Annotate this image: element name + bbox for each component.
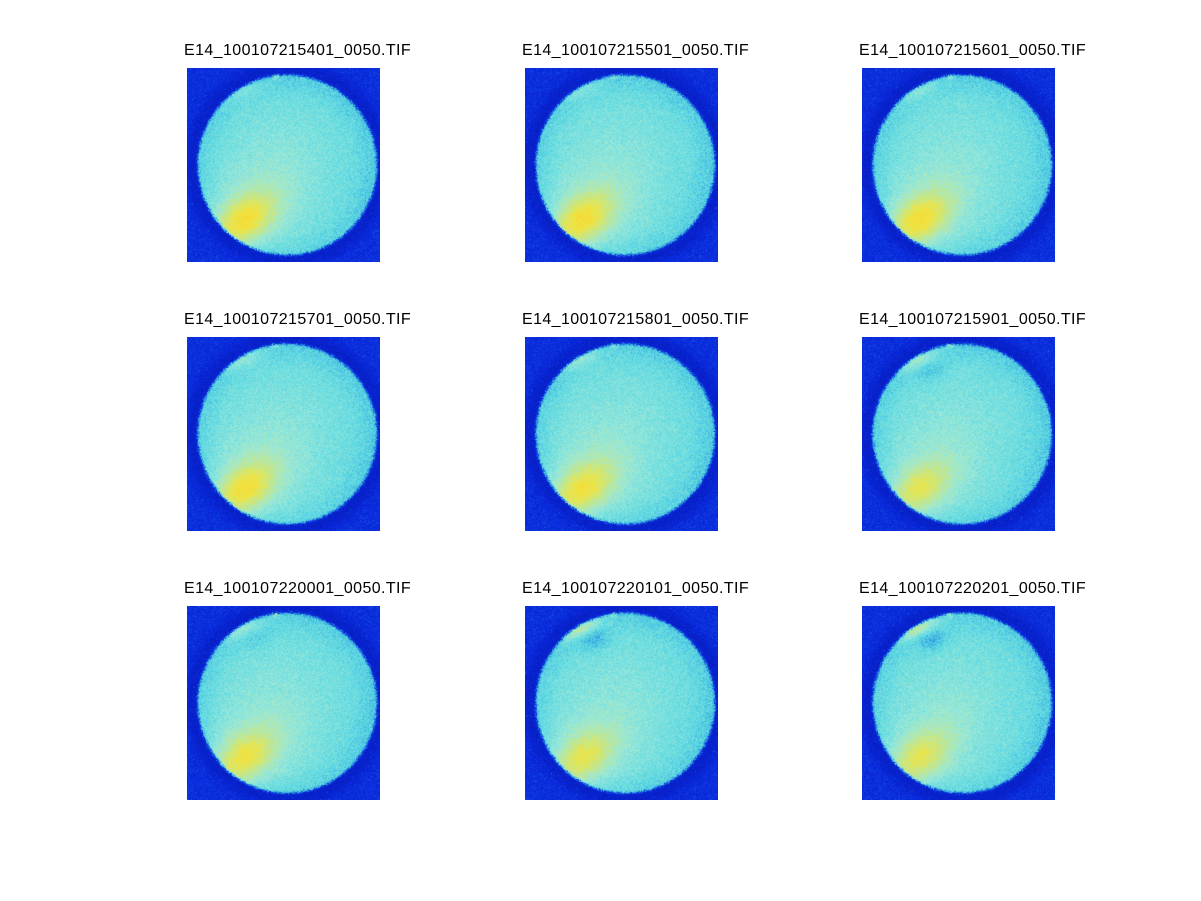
frame-title: E14_100107215701_0050.TIF [184,311,412,328]
frame-title: E14_100107215501_0050.TIF [522,42,750,59]
image-panel-5: E14_100107215801_0050.TIF [522,309,750,531]
frame-image [862,606,1055,800]
frame-title: E14_100107215401_0050.TIF [184,42,412,59]
frame-image [525,337,718,531]
image-panel-3: E14_100107215601_0050.TIF [859,40,1087,262]
frame-image [187,337,380,531]
image-panel-4: E14_100107215701_0050.TIF [184,309,412,531]
frame-title: E14_100107220201_0050.TIF [859,580,1087,597]
image-panel-1: E14_100107215401_0050.TIF [184,40,412,262]
frame-image [525,606,718,800]
frame-image [187,68,380,262]
frame-title: E14_100107220101_0050.TIF [522,580,750,597]
frame-image [525,68,718,262]
image-panel-6: E14_100107215901_0050.TIF [859,309,1087,531]
image-panel-9: E14_100107220201_0050.TIF [859,578,1087,800]
image-panel-7: E14_100107220001_0050.TIF [184,578,412,800]
image-panel-8: E14_100107220101_0050.TIF [522,578,750,800]
frame-title: E14_100107215601_0050.TIF [859,42,1087,59]
frame-image [862,337,1055,531]
frame-title: E14_100107215901_0050.TIF [859,311,1087,328]
frame-image [187,606,380,800]
image-panel-2: E14_100107215501_0050.TIF [522,40,750,262]
frame-title: E14_100107220001_0050.TIF [184,580,412,597]
frame-title: E14_100107215801_0050.TIF [522,311,750,328]
frame-image [862,68,1055,262]
